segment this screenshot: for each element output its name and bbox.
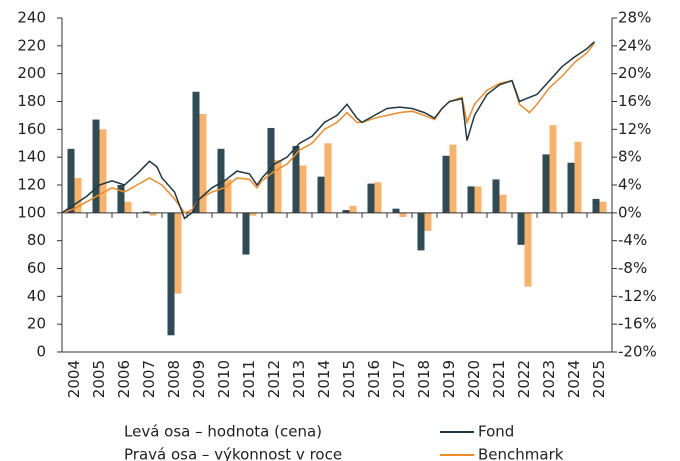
x-tick-label: 2009 (190, 360, 208, 398)
bar (417, 212, 425, 251)
x-tick-label: 2004 (65, 360, 83, 398)
bar (174, 212, 182, 294)
x-tick-label: 2011 (240, 360, 258, 398)
x-tick-label: 2021 (490, 360, 508, 398)
bar (524, 212, 532, 287)
bar (549, 125, 557, 213)
x-tick-label: 2010 (215, 360, 233, 398)
y-tick-label: 60 (27, 259, 46, 277)
x-tick-label: 2020 (465, 360, 483, 398)
bar (392, 208, 400, 213)
annotation: Levá osa – hodnota (cena) (124, 423, 322, 441)
x-tick-label: 2005 (90, 360, 108, 398)
bar (474, 186, 482, 213)
bar (467, 186, 475, 213)
bar (117, 185, 125, 213)
y-tick-label: 40 (27, 287, 46, 305)
x-tick-label: 2017 (390, 360, 408, 398)
bar (292, 146, 300, 213)
y-tick-label: 0 (36, 343, 46, 361)
x-tick-label: 2013 (290, 360, 308, 398)
bar (424, 212, 432, 231)
y2-tick-label: -20% (618, 343, 657, 361)
bar (374, 182, 382, 213)
bar (317, 176, 325, 213)
bar (274, 159, 282, 213)
x-tick-label: 2014 (315, 360, 333, 398)
x-tick-label: 2008 (165, 360, 183, 398)
bar (74, 178, 82, 213)
bar (592, 198, 600, 213)
x-tick-label: 2023 (540, 360, 558, 398)
y2-tick-label: -8% (618, 259, 647, 277)
bar (599, 201, 607, 213)
bar (492, 179, 500, 213)
bar (67, 148, 75, 213)
bar (224, 179, 232, 213)
y-tick-label: 140 (17, 148, 46, 166)
bar (199, 114, 207, 213)
annotation: Pravá osa – výkonnost v roce (124, 446, 342, 461)
y-tick-label: 100 (17, 203, 46, 221)
bar (449, 144, 457, 213)
y-tick-label: 220 (17, 36, 46, 54)
y2-tick-label: 24% (618, 36, 651, 54)
bar (124, 201, 132, 213)
bar (167, 212, 175, 336)
legend-label: Benchmark (478, 446, 564, 461)
bar (442, 155, 450, 213)
x-tick-label: 2025 (590, 360, 608, 398)
bar (542, 154, 550, 213)
x-tick-label: 2015 (340, 360, 358, 398)
bar (217, 148, 225, 213)
bar (242, 212, 250, 255)
bar (367, 183, 375, 213)
x-tick-label: 2007 (140, 360, 158, 398)
y2-tick-label: 12% (618, 120, 651, 138)
y2-tick-label: 0% (618, 203, 642, 221)
y2-tick-label: -16% (618, 315, 657, 333)
bar (399, 212, 407, 218)
y2-tick-label: 16% (618, 92, 651, 110)
bar (92, 119, 100, 213)
x-tick-label: 2006 (115, 360, 133, 398)
bar (342, 210, 350, 213)
legend-label: Fond (478, 423, 514, 441)
x-tick-label: 2018 (415, 360, 433, 398)
y2-tick-label: 20% (618, 64, 651, 82)
y-tick-label: 120 (17, 176, 46, 194)
y-tick-label: 20 (27, 315, 46, 333)
line (61, 41, 596, 220)
x-tick-label: 2024 (565, 360, 583, 398)
y2-tick-label: -12% (618, 287, 657, 305)
y2-tick-label: -4% (618, 231, 647, 249)
x-tick-label: 2022 (515, 360, 533, 398)
bar (249, 212, 257, 216)
bar (574, 141, 582, 213)
bar (324, 143, 332, 213)
y-tick-label: 180 (17, 92, 46, 110)
y2-tick-label: 4% (618, 176, 642, 194)
bar (267, 127, 275, 213)
y2-tick-label: 8% (618, 148, 642, 166)
bar (99, 129, 107, 213)
bar (192, 91, 200, 213)
y-tick-label: 240 (17, 9, 46, 27)
y-tick-label: 80 (27, 231, 46, 249)
x-tick-label: 2012 (265, 360, 283, 398)
y2-tick-label: 28% (618, 9, 651, 27)
bar (517, 212, 525, 245)
x-tick-label: 2016 (365, 360, 383, 398)
bar (567, 162, 575, 213)
y-tick-label: 200 (17, 64, 46, 82)
bar (149, 212, 157, 216)
bar (499, 194, 507, 213)
bar (142, 211, 150, 213)
x-tick-label: 2019 (440, 360, 458, 398)
y-tick-label: 160 (17, 120, 46, 138)
bar (299, 165, 307, 213)
bar (349, 205, 357, 213)
